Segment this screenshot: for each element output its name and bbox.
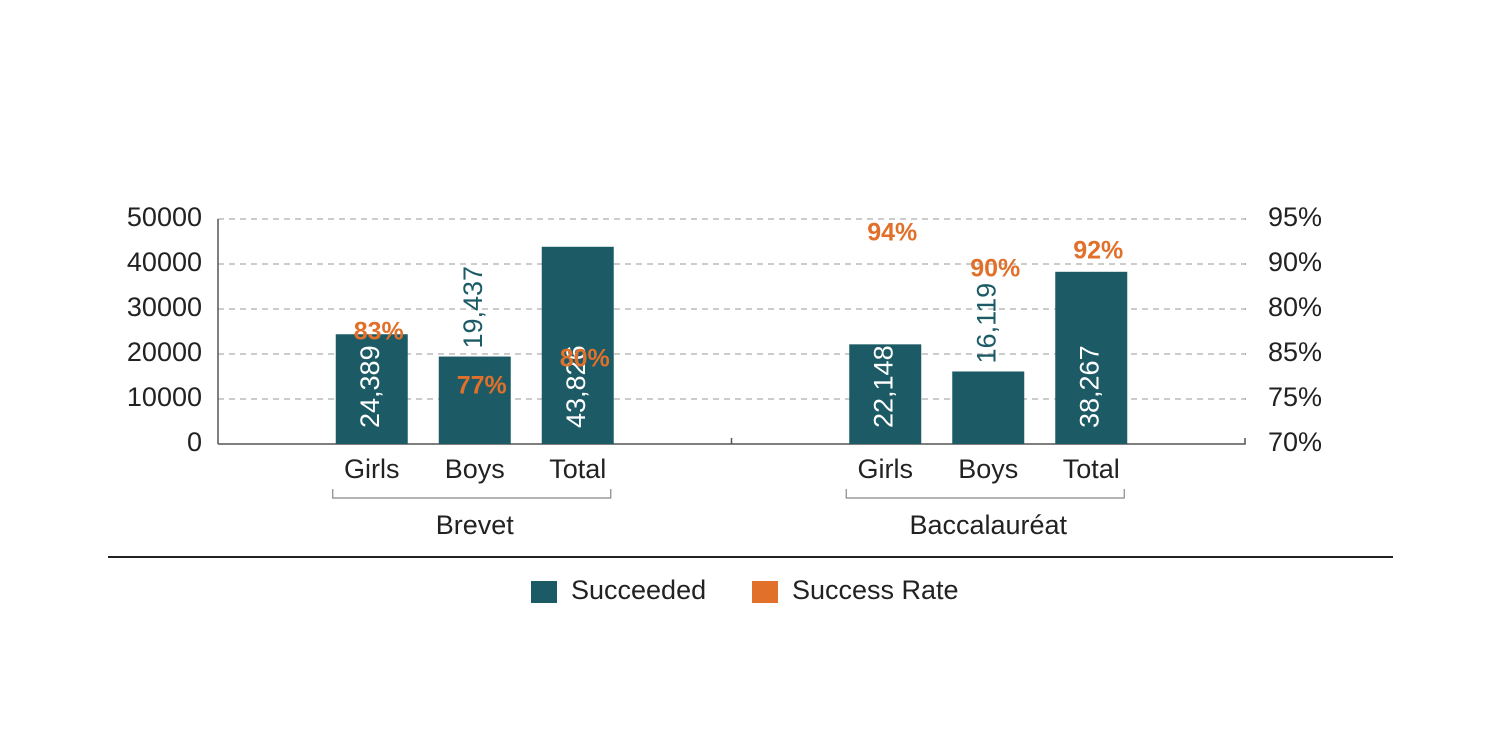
bar-value-label: 19,437	[458, 266, 488, 349]
bar-value-label: 24,389	[355, 345, 385, 428]
bar	[952, 371, 1025, 444]
legend-swatch	[752, 581, 778, 603]
x-tick-label: Boys	[445, 454, 505, 484]
y2-tick-label: 80%	[1268, 292, 1322, 322]
bar-value-label: 16,119	[971, 283, 1001, 364]
y-tick-label: 40000	[127, 247, 202, 277]
rate-label: 80%	[560, 345, 610, 373]
y-tick-label: 30000	[127, 292, 202, 322]
x-tick-label: Total	[1063, 454, 1120, 484]
x-tick-label: Girls	[858, 454, 914, 484]
bar	[438, 356, 511, 444]
legend-label: Success Rate	[792, 575, 959, 605]
y-tick-label: 50000	[127, 202, 202, 232]
legend-swatch	[531, 581, 557, 603]
bar	[1055, 271, 1128, 444]
y2-tick-label: 75%	[1268, 382, 1322, 412]
bar-value-label: 43,826	[561, 345, 591, 428]
rate-label: 83%	[354, 318, 404, 346]
bar	[849, 344, 922, 444]
rate-label: 77%	[457, 372, 507, 400]
x-tick-label: Boys	[958, 454, 1018, 484]
rate-label: 94%	[867, 219, 917, 247]
rate-label: 90%	[970, 255, 1020, 283]
x-tick-label: Girls	[344, 454, 400, 484]
group-bracket	[845, 489, 1125, 499]
legend-label: Succeeded	[571, 575, 706, 605]
bar	[541, 246, 614, 444]
y2-tick-label: 95%	[1268, 202, 1322, 232]
y2-tick-label: 90%	[1268, 247, 1322, 277]
rate-label: 92%	[1073, 237, 1123, 265]
bar-value-label: 22,148	[868, 345, 898, 428]
x-tick-label: Total	[549, 454, 606, 484]
group-bracket	[332, 489, 612, 499]
y2-tick-label: 70%	[1268, 427, 1322, 457]
y-tick-label: 10000	[127, 382, 202, 412]
y-tick-label: 0	[187, 427, 202, 457]
y2-tick-label: 85%	[1268, 337, 1322, 367]
group-label: Baccalauréat	[909, 510, 1067, 540]
bar-value-label: 38,267	[1074, 345, 1104, 428]
y-tick-label: 20000	[127, 337, 202, 367]
bar	[335, 334, 408, 444]
group-label: Brevet	[436, 510, 515, 540]
